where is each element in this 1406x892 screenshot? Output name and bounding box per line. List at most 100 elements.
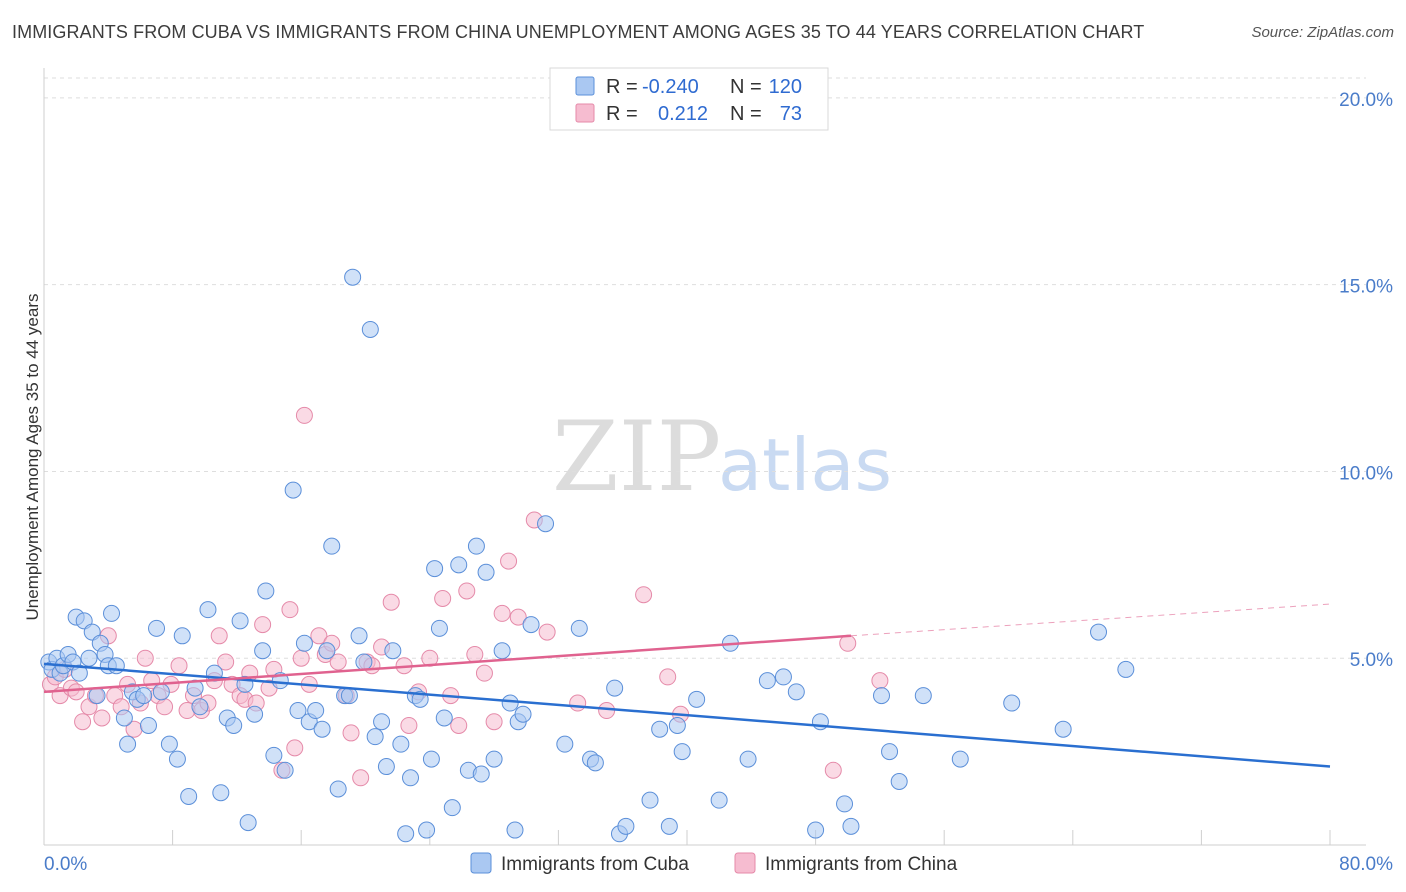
cuba-point <box>366 728 384 746</box>
y-axis-label: Unemployment Among Ages 35 to 44 years <box>23 294 42 621</box>
china-point <box>485 713 503 731</box>
legend-china-r-value: 0.212 <box>658 103 708 125</box>
cuba-point <box>617 817 635 835</box>
china-point <box>217 653 235 671</box>
cuba-point <box>276 761 294 779</box>
trend-lines <box>43 603 1331 768</box>
cuba-point <box>231 612 249 630</box>
watermark-zip: ZIP <box>552 401 721 513</box>
china-point <box>281 601 299 619</box>
cuba-point <box>673 743 691 761</box>
legend-cuba-swatch <box>575 76 595 96</box>
series-cuba-points <box>40 268 1135 843</box>
cuba-point <box>377 758 395 776</box>
china-point <box>170 657 188 675</box>
cuba-point <box>70 664 88 682</box>
china-point <box>458 582 476 600</box>
legend-china-n-value: 73 <box>780 103 802 125</box>
cuba-point <box>212 784 230 802</box>
china-point <box>136 649 154 667</box>
china-point <box>74 713 92 731</box>
china-point <box>466 645 484 663</box>
cuba-point <box>641 791 659 809</box>
cuba-point <box>191 698 209 716</box>
cuba-point <box>430 619 448 637</box>
cuba-point <box>774 668 792 686</box>
legend-cuba-r-value: -0.240 <box>642 76 699 98</box>
cuba-point <box>1117 660 1135 678</box>
cuba-point <box>807 821 825 839</box>
x-tick-label-min: 0.0% <box>44 854 87 875</box>
cuba-point <box>426 560 444 578</box>
china-point <box>871 672 889 690</box>
china-point <box>382 593 400 611</box>
cuba-point <box>139 716 157 734</box>
china-point <box>254 616 272 634</box>
china-point <box>434 589 452 607</box>
cuba-point <box>173 627 191 645</box>
y-tick-label: 5.0% <box>1350 650 1393 671</box>
cuba-point <box>135 687 153 705</box>
cuba-point <box>467 537 485 555</box>
china-point <box>400 716 418 734</box>
cuba-point <box>295 634 313 652</box>
cuba-point <box>289 702 307 720</box>
cuba-point <box>180 787 198 805</box>
cuba-point <box>668 716 686 734</box>
cuba-point <box>1054 720 1072 738</box>
y-tick-label: 20.0% <box>1339 90 1393 111</box>
cuba-point <box>556 735 574 753</box>
china-point <box>67 683 85 701</box>
bottom-legend-cuba-swatch <box>470 852 492 874</box>
cuba-point <box>435 709 453 727</box>
cuba-point <box>443 799 461 817</box>
cuba-point <box>254 642 272 660</box>
cuba-point <box>239 814 257 832</box>
cuba-point <box>384 642 402 660</box>
cuba-point <box>373 713 391 731</box>
cuba-point <box>710 791 728 809</box>
bottom-legend-cuba-label: Immigrants from Cuba <box>501 854 689 875</box>
bottom-legend-china-swatch <box>734 852 756 874</box>
cuba-point <box>890 772 908 790</box>
china-trend-line <box>43 634 852 694</box>
china-point <box>342 724 360 742</box>
china-point <box>93 709 111 727</box>
china-point <box>352 769 370 787</box>
cuba-point <box>472 765 490 783</box>
china-point <box>839 634 857 652</box>
cuba-point <box>168 750 186 768</box>
y-tick-labels: 5.0% 10.0% 15.0% 20.0% <box>1339 90 1393 671</box>
cuba-point <box>485 750 503 768</box>
china-point <box>329 653 347 671</box>
china-point <box>295 406 313 424</box>
cuba-point <box>506 821 524 839</box>
cuba-point <box>103 604 121 622</box>
cuba-point <box>148 619 166 637</box>
china-point <box>292 649 310 667</box>
cuba-point <box>397 825 415 843</box>
cuba-point <box>586 754 604 772</box>
cuba-point <box>914 687 932 705</box>
grid-lines <box>44 77 1366 659</box>
china-point <box>538 623 556 641</box>
watermark-atlas: atlas <box>718 423 892 507</box>
cuba-point <box>881 743 899 761</box>
china-point <box>475 664 493 682</box>
cuba-point <box>361 320 379 338</box>
bottom-legend-china-label: Immigrants from China <box>765 854 958 875</box>
china-point <box>310 627 328 645</box>
cuba-point <box>344 268 362 286</box>
legend-frame <box>549 67 829 131</box>
cuba-point <box>199 601 217 619</box>
cuba-point <box>501 694 519 712</box>
cuba-point <box>350 627 368 645</box>
cuba-point <box>477 563 495 581</box>
cuba-point <box>152 683 170 701</box>
china-point <box>500 552 518 570</box>
cuba-trend-line <box>43 662 1331 768</box>
cuba-point <box>284 481 302 499</box>
cuba-point <box>313 720 331 738</box>
cuba-point <box>1090 623 1108 641</box>
